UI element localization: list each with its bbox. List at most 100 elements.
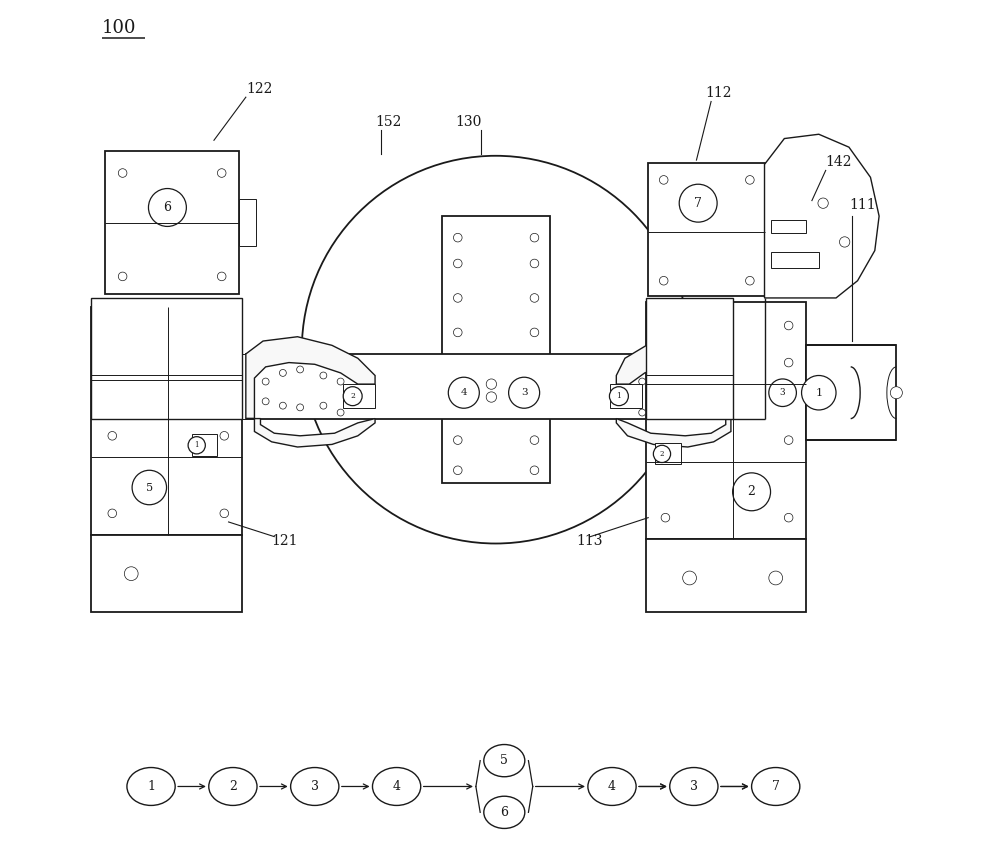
Circle shape (337, 378, 344, 385)
Circle shape (320, 372, 327, 379)
Circle shape (659, 276, 668, 285)
Circle shape (453, 401, 462, 410)
Circle shape (453, 436, 462, 444)
Text: 2: 2 (748, 485, 756, 498)
Circle shape (653, 445, 671, 463)
Circle shape (716, 378, 723, 385)
Text: 3: 3 (311, 780, 319, 793)
Text: 100: 100 (102, 19, 136, 37)
Circle shape (297, 404, 304, 411)
Ellipse shape (291, 767, 339, 805)
Circle shape (530, 466, 539, 475)
Text: 1: 1 (194, 441, 199, 450)
Bar (806, 345, 896, 440)
Circle shape (448, 377, 479, 408)
Circle shape (733, 473, 771, 511)
Circle shape (486, 379, 497, 389)
Text: 6: 6 (500, 806, 508, 819)
Bar (105, 152, 239, 293)
Ellipse shape (670, 767, 718, 805)
Circle shape (818, 198, 828, 208)
Circle shape (279, 402, 286, 409)
Text: 4: 4 (608, 780, 616, 793)
Circle shape (302, 156, 690, 544)
Ellipse shape (127, 767, 175, 805)
Circle shape (661, 321, 670, 330)
Circle shape (746, 175, 754, 184)
Circle shape (217, 168, 226, 177)
Circle shape (802, 375, 836, 410)
Circle shape (453, 328, 462, 337)
Circle shape (530, 362, 539, 371)
Circle shape (661, 513, 670, 522)
Text: 7: 7 (694, 197, 702, 210)
Circle shape (530, 436, 539, 444)
Circle shape (453, 362, 462, 371)
Polygon shape (765, 135, 879, 298)
Bar (239, 198, 256, 246)
Bar (192, 434, 217, 456)
Circle shape (118, 272, 127, 280)
Circle shape (148, 188, 186, 226)
Circle shape (609, 387, 628, 406)
Text: 3: 3 (780, 388, 785, 397)
Polygon shape (246, 337, 375, 419)
Ellipse shape (484, 745, 525, 777)
Circle shape (220, 432, 229, 440)
Polygon shape (616, 337, 733, 419)
Circle shape (656, 402, 663, 409)
Circle shape (188, 437, 205, 454)
Text: 111: 111 (849, 198, 876, 212)
Circle shape (659, 175, 668, 184)
Text: 4: 4 (393, 780, 401, 793)
Circle shape (132, 470, 167, 505)
Circle shape (530, 233, 539, 242)
Text: 122: 122 (246, 82, 272, 96)
Text: 3: 3 (690, 780, 698, 793)
Circle shape (683, 571, 696, 585)
Circle shape (716, 398, 723, 405)
Text: 2: 2 (350, 392, 355, 400)
Text: 6: 6 (163, 201, 171, 214)
Circle shape (453, 259, 462, 268)
Circle shape (343, 387, 362, 406)
Text: 4: 4 (460, 388, 467, 397)
Circle shape (784, 513, 793, 522)
Polygon shape (246, 419, 375, 447)
Circle shape (746, 276, 754, 285)
Text: 5: 5 (146, 482, 153, 493)
Circle shape (656, 372, 663, 379)
Text: 1: 1 (147, 780, 155, 793)
Text: 121: 121 (272, 534, 298, 548)
Circle shape (337, 409, 344, 416)
Circle shape (220, 509, 229, 518)
Circle shape (784, 321, 793, 330)
Bar (610, 384, 642, 408)
Circle shape (118, 168, 127, 177)
Circle shape (769, 379, 796, 406)
Text: 1: 1 (616, 392, 621, 400)
Circle shape (108, 354, 117, 362)
Circle shape (784, 436, 793, 444)
Text: 112: 112 (705, 86, 732, 100)
Circle shape (530, 328, 539, 337)
Circle shape (262, 398, 269, 405)
Circle shape (639, 378, 646, 385)
Bar (646, 539, 806, 613)
Circle shape (530, 293, 539, 302)
Bar (646, 298, 733, 419)
Circle shape (682, 404, 689, 411)
Circle shape (486, 392, 497, 402)
Bar (91, 535, 242, 613)
Bar (91, 298, 242, 419)
Circle shape (453, 466, 462, 475)
Circle shape (839, 236, 850, 247)
Text: 2: 2 (229, 780, 237, 793)
Circle shape (661, 436, 670, 444)
Text: 3: 3 (521, 388, 527, 397)
Circle shape (124, 567, 138, 581)
Circle shape (262, 378, 269, 385)
Circle shape (769, 571, 783, 585)
Circle shape (530, 259, 539, 268)
Circle shape (682, 366, 689, 373)
